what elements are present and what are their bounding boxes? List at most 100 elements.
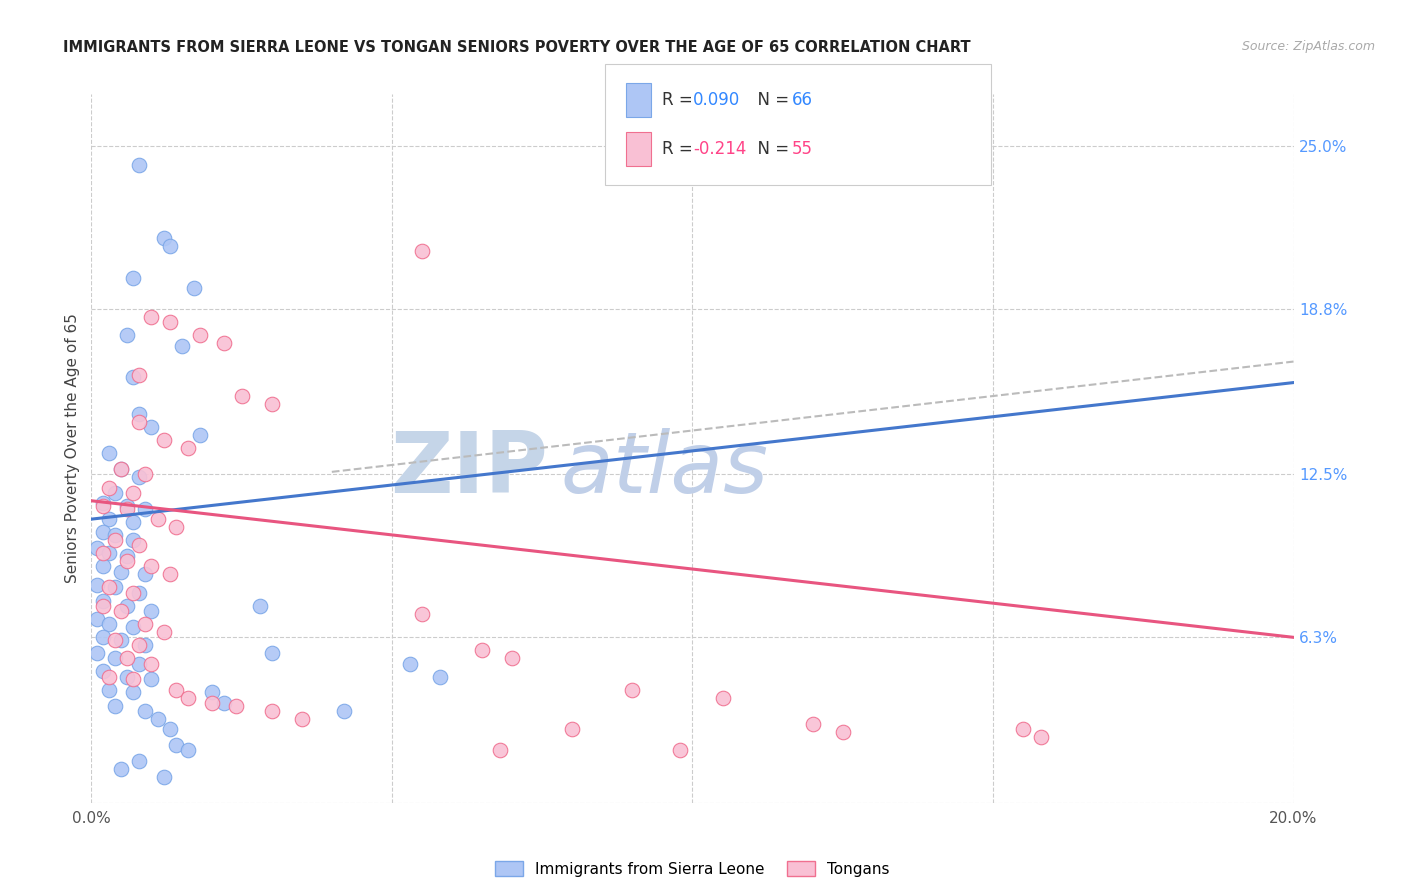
Point xyxy=(212,336,235,351)
Point xyxy=(110,565,132,579)
Point xyxy=(86,541,108,555)
Point xyxy=(188,328,211,343)
Point xyxy=(128,470,150,484)
Point xyxy=(93,546,115,560)
Text: 66: 66 xyxy=(792,91,813,109)
Point xyxy=(141,673,163,687)
Point xyxy=(165,682,187,697)
Point xyxy=(152,434,174,448)
Point xyxy=(93,599,115,613)
Point xyxy=(98,546,121,560)
Point xyxy=(93,525,115,540)
Point xyxy=(128,754,150,768)
Point xyxy=(117,549,139,563)
Point xyxy=(86,578,108,592)
Point xyxy=(669,743,692,757)
Point xyxy=(333,704,356,718)
Point xyxy=(501,651,523,665)
Point xyxy=(110,604,132,618)
Point xyxy=(86,612,108,626)
Point xyxy=(152,770,174,784)
Point xyxy=(260,704,283,718)
Point xyxy=(249,599,271,613)
Point xyxy=(1029,730,1052,744)
Point xyxy=(98,581,121,595)
Point xyxy=(117,651,139,665)
Point xyxy=(146,512,169,526)
Point xyxy=(141,420,163,434)
Point xyxy=(201,696,224,710)
Point xyxy=(117,554,139,568)
Point xyxy=(165,738,187,752)
Point xyxy=(128,638,150,652)
Text: N =: N = xyxy=(747,91,794,109)
Point xyxy=(429,670,451,684)
Point xyxy=(104,632,127,647)
Point xyxy=(128,538,150,552)
Point xyxy=(128,368,150,382)
Point xyxy=(110,762,132,776)
Point xyxy=(98,670,121,684)
Text: 55: 55 xyxy=(792,140,813,158)
Point xyxy=(134,567,156,582)
Text: -0.214: -0.214 xyxy=(693,140,747,158)
Point xyxy=(117,670,139,684)
Point xyxy=(159,723,181,737)
Point xyxy=(159,315,181,329)
Text: ZIP: ZIP xyxy=(391,428,548,511)
Point xyxy=(141,657,163,671)
Point xyxy=(134,501,156,516)
Point xyxy=(104,533,127,548)
Point xyxy=(176,690,198,705)
Point xyxy=(93,496,115,510)
Point xyxy=(128,585,150,599)
Point xyxy=(801,717,824,731)
Point xyxy=(711,690,734,705)
Point xyxy=(122,685,145,699)
Point xyxy=(104,486,127,500)
Point xyxy=(93,559,115,574)
Point xyxy=(188,428,211,442)
Point xyxy=(170,339,193,353)
Point xyxy=(621,682,644,697)
Legend: Immigrants from Sierra Leone, Tongans: Immigrants from Sierra Leone, Tongans xyxy=(495,861,890,877)
Text: R =: R = xyxy=(662,140,699,158)
Point xyxy=(122,270,145,285)
Point xyxy=(201,685,224,699)
Point xyxy=(411,607,433,621)
Point xyxy=(122,673,145,687)
Point xyxy=(128,407,150,421)
Text: R =: R = xyxy=(662,91,699,109)
Point xyxy=(93,665,115,679)
Point xyxy=(141,604,163,618)
Point xyxy=(128,158,150,172)
Point xyxy=(291,712,314,726)
Point xyxy=(98,617,121,632)
Point xyxy=(128,657,150,671)
Point xyxy=(183,281,205,295)
Point xyxy=(104,651,127,665)
Point xyxy=(831,724,853,739)
Point xyxy=(134,638,156,652)
Point xyxy=(561,723,583,737)
Point xyxy=(117,599,139,613)
Point xyxy=(110,632,132,647)
Point xyxy=(104,698,127,713)
Point xyxy=(134,467,156,482)
Point xyxy=(134,617,156,632)
Text: 0.090: 0.090 xyxy=(693,91,741,109)
Point xyxy=(98,481,121,495)
Point xyxy=(122,585,145,599)
Point xyxy=(93,499,115,513)
Point xyxy=(122,533,145,548)
Point xyxy=(489,743,512,757)
Y-axis label: Seniors Poverty Over the Age of 65: Seniors Poverty Over the Age of 65 xyxy=(65,313,80,583)
Point xyxy=(93,630,115,644)
Point xyxy=(98,512,121,526)
Point xyxy=(104,528,127,542)
Point xyxy=(176,743,198,757)
Point xyxy=(86,646,108,660)
Point xyxy=(146,712,169,726)
Point xyxy=(122,620,145,634)
Point xyxy=(110,462,132,476)
